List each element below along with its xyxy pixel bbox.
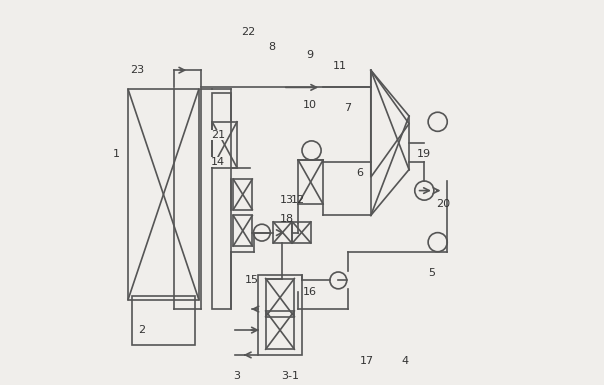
Text: 3: 3 — [234, 371, 240, 381]
Text: 12: 12 — [291, 195, 305, 205]
Text: 13: 13 — [280, 195, 294, 205]
Text: 20: 20 — [436, 199, 451, 209]
Text: 23: 23 — [130, 65, 145, 75]
Text: 22: 22 — [242, 27, 255, 37]
Bar — [233, 216, 252, 246]
Text: 4: 4 — [402, 356, 409, 366]
Text: 2: 2 — [138, 325, 145, 335]
Bar — [258, 275, 302, 355]
Text: 14: 14 — [211, 157, 225, 167]
Bar — [298, 160, 323, 204]
Text: 6: 6 — [356, 168, 363, 178]
Text: 8: 8 — [268, 42, 275, 52]
Text: 15: 15 — [245, 275, 259, 285]
Text: 1: 1 — [113, 149, 120, 159]
Text: 7: 7 — [344, 104, 352, 114]
Text: 19: 19 — [417, 149, 431, 159]
Bar — [212, 93, 231, 309]
Bar — [292, 222, 311, 243]
Text: 5: 5 — [428, 268, 435, 278]
Text: 10: 10 — [303, 100, 316, 110]
Text: 14: 14 — [211, 157, 225, 167]
Text: 21: 21 — [211, 130, 225, 140]
Bar — [212, 122, 237, 167]
Text: 22: 22 — [242, 27, 255, 37]
Text: 11: 11 — [333, 61, 347, 71]
Bar — [132, 296, 195, 345]
Bar — [128, 89, 199, 300]
Text: 9: 9 — [306, 50, 313, 60]
Bar — [233, 179, 252, 210]
Bar — [266, 278, 294, 317]
Text: 18: 18 — [280, 214, 294, 224]
Text: 21: 21 — [211, 130, 225, 140]
Text: 17: 17 — [360, 356, 374, 366]
Bar — [274, 222, 292, 243]
Text: 3-1: 3-1 — [281, 371, 300, 381]
Bar — [266, 311, 294, 349]
Text: 16: 16 — [303, 287, 316, 297]
